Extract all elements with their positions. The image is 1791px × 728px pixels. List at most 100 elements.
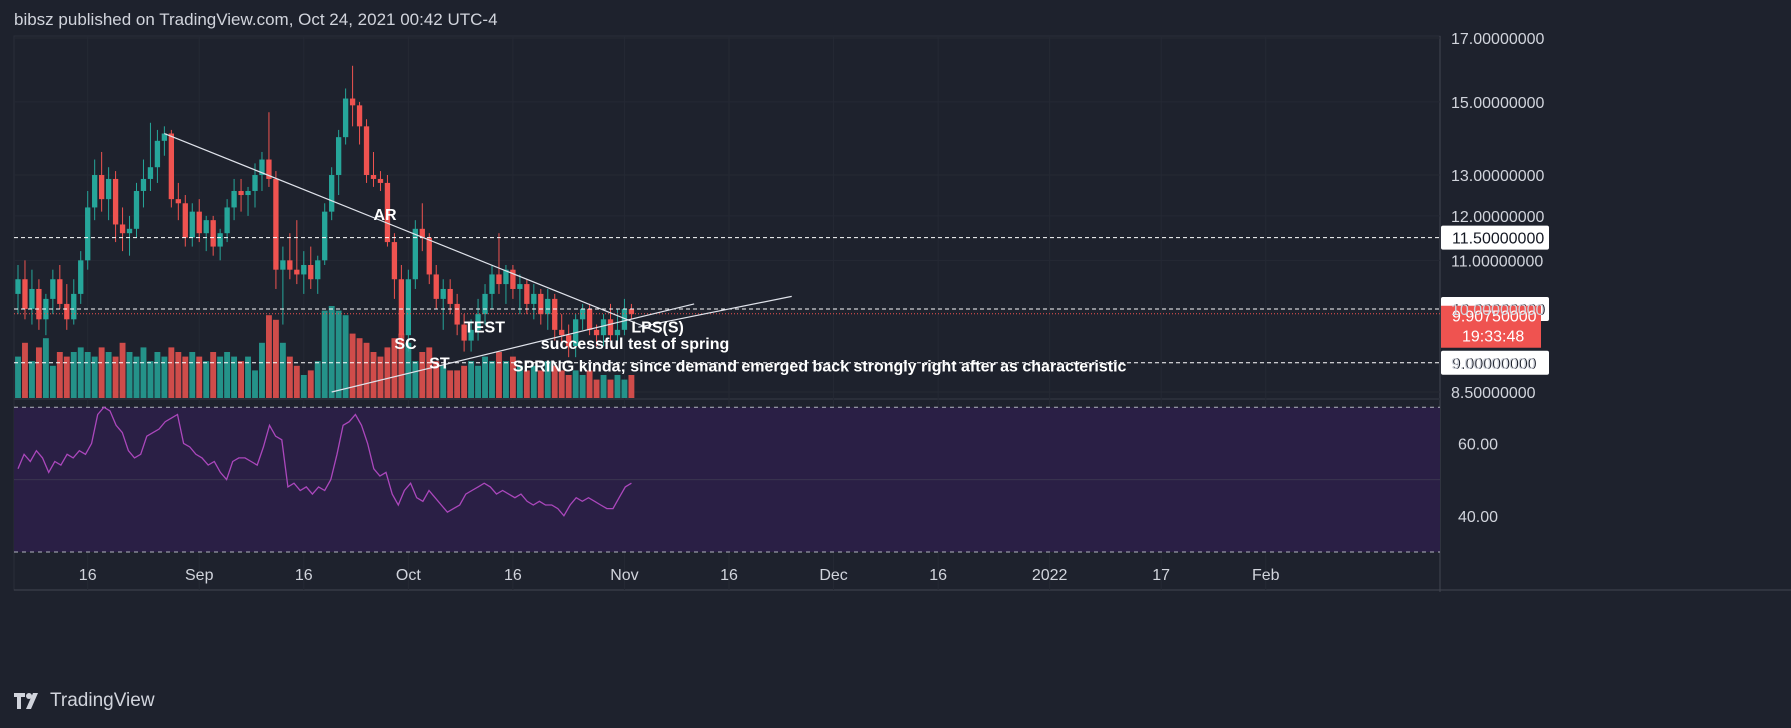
candle-body (322, 211, 328, 261)
volume-bar (349, 333, 356, 398)
candle-body (370, 175, 377, 179)
candle-body (440, 288, 446, 299)
time-tick-label: 16 (79, 567, 97, 584)
candle-body (85, 207, 91, 261)
volume-bar (398, 333, 405, 398)
rsi-tick-label: 60.00 (1458, 436, 1498, 453)
rsi-layer (14, 406, 1440, 553)
volume-bar (98, 347, 105, 398)
trend-line (164, 132, 660, 334)
time-tick-label: Nov (610, 567, 638, 584)
volume-bar (245, 356, 251, 398)
candle-body (454, 303, 460, 325)
candle-body (273, 178, 279, 270)
candle-body (315, 260, 321, 280)
volume-bar (259, 342, 265, 398)
time-tick-label: Feb (1252, 567, 1280, 584)
candle-body (154, 140, 161, 168)
candle-body (245, 190, 251, 196)
candle-body (119, 224, 126, 234)
candle-body (614, 329, 621, 336)
candle-body (57, 279, 63, 304)
volume-bar (314, 361, 321, 398)
volume-bar (70, 352, 77, 398)
volume-bar (572, 370, 579, 398)
candle-body (210, 220, 216, 247)
volume-bar (454, 370, 461, 398)
volume-bar (468, 361, 475, 398)
candle-body (105, 178, 112, 200)
volume-bar (175, 352, 182, 398)
volume-bar (579, 375, 586, 398)
tradingview-logo-icon (14, 693, 38, 709)
volume-bar (35, 347, 42, 398)
volume-bar (433, 361, 440, 398)
price-tick-label: 17.00000000 (1451, 31, 1545, 48)
volume-bar (279, 342, 286, 398)
candle-body (489, 274, 495, 294)
volume-bar (224, 352, 231, 398)
volume-bar (482, 356, 488, 398)
last-price-box (1441, 305, 1541, 348)
tradingview-logo[interactable]: TradingView (14, 690, 155, 712)
candle-body (447, 288, 453, 304)
volume-bar (419, 352, 426, 398)
candle-body (133, 190, 140, 229)
candle-body (621, 308, 628, 330)
candle-body (266, 159, 272, 179)
publish-header: bibsz published on TradingView.com, Oct … (14, 10, 498, 29)
time-tick-label: Dec (819, 567, 847, 584)
candle-body (280, 260, 286, 270)
volume-bar (489, 361, 495, 398)
candle-body (531, 293, 537, 304)
volume-bar (503, 361, 509, 398)
candle-body (92, 175, 98, 208)
volume-bar (119, 342, 126, 398)
candle-body (22, 279, 28, 309)
volume-bar (496, 352, 502, 398)
candle-body (482, 293, 488, 315)
level-label: 11.50000000 (1452, 231, 1544, 248)
volume-bar (29, 361, 35, 398)
volume-bar (586, 370, 593, 398)
volume-bar (391, 338, 398, 398)
volume-bar (593, 379, 600, 398)
annotation: SPRING kinda; since demand emerged back … (513, 358, 1127, 375)
rsi-tick-label: 40.00 (1458, 509, 1498, 526)
candle-body (50, 279, 56, 299)
candle-body (140, 178, 147, 191)
volume-bar (272, 319, 279, 398)
volume-bar (168, 347, 175, 398)
volume-bar (147, 361, 154, 398)
candle-body (412, 228, 418, 280)
price-tick-label: 15.00000000 (1451, 95, 1545, 112)
level-layer: 11.50000000 10.00000000 9.00000000 9.907500… (14, 225, 1549, 375)
volume-bar (412, 361, 419, 398)
time-tick-label: 16 (504, 567, 522, 584)
annot-layer: AR SC ST TEST LPS(S)successful test of sprin… (374, 207, 1127, 375)
price-tick-label: 10.00000000 (1451, 302, 1545, 319)
time-tick-label: 16 (720, 567, 738, 584)
volume-bar (84, 352, 91, 398)
candle-body (524, 284, 530, 304)
volume-bar (22, 342, 28, 398)
volume-bar (77, 347, 84, 398)
time-tick-label: 17 (1152, 567, 1170, 584)
volume-bar (140, 347, 147, 398)
volume-bar (133, 356, 140, 398)
candle-body (147, 167, 154, 179)
time-tick-label: 2022 (1032, 567, 1068, 584)
volume-bar (516, 365, 523, 398)
trend-line (331, 303, 695, 393)
volume-bar (628, 375, 635, 398)
candle-body (349, 98, 356, 106)
time-tick-label: 16 (295, 567, 313, 584)
last-price-countdown: 19:33:48 (1462, 329, 1524, 346)
candle-body (419, 228, 425, 238)
volume-bar (363, 342, 370, 398)
candle-body (426, 237, 432, 275)
candle-body (308, 264, 314, 280)
candle-body (384, 182, 391, 243)
candle-body (196, 211, 202, 234)
